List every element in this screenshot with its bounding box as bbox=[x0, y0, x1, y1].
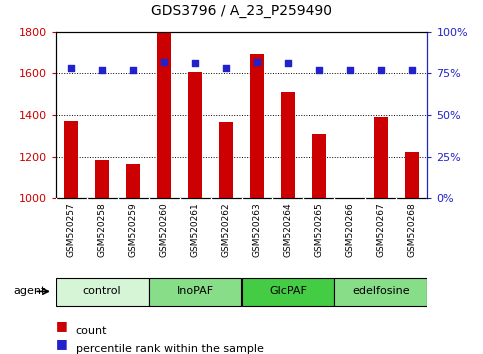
Bar bbox=[374, 117, 388, 198]
Text: GSM520258: GSM520258 bbox=[98, 202, 107, 257]
Text: GSM520261: GSM520261 bbox=[190, 202, 199, 257]
Point bbox=[129, 67, 137, 73]
Text: GSM520260: GSM520260 bbox=[159, 202, 169, 257]
Bar bbox=[334, 278, 427, 306]
Point bbox=[315, 67, 323, 73]
Point bbox=[67, 65, 75, 71]
Text: GSM520263: GSM520263 bbox=[253, 202, 261, 257]
Point bbox=[98, 67, 106, 73]
Text: GSM520262: GSM520262 bbox=[222, 202, 230, 257]
Text: ■: ■ bbox=[56, 319, 67, 332]
Bar bbox=[64, 121, 78, 198]
Text: GSM520264: GSM520264 bbox=[284, 202, 293, 257]
Text: edelfosine: edelfosine bbox=[352, 286, 410, 296]
Point bbox=[346, 67, 354, 73]
Text: GSM520259: GSM520259 bbox=[128, 202, 138, 257]
Bar bbox=[312, 134, 326, 198]
Bar bbox=[405, 153, 419, 198]
Text: GSM520257: GSM520257 bbox=[67, 202, 75, 257]
Text: agent: agent bbox=[14, 286, 46, 296]
Bar bbox=[149, 278, 242, 306]
Point bbox=[408, 67, 416, 73]
Text: GlcPAF: GlcPAF bbox=[269, 286, 307, 296]
Bar bbox=[126, 164, 140, 198]
Point bbox=[284, 61, 292, 66]
Text: GSM520267: GSM520267 bbox=[376, 202, 385, 257]
Text: control: control bbox=[83, 286, 121, 296]
Bar bbox=[56, 278, 149, 306]
Bar bbox=[242, 278, 334, 306]
Text: percentile rank within the sample: percentile rank within the sample bbox=[76, 344, 264, 354]
Text: InoPAF: InoPAF bbox=[176, 286, 213, 296]
Text: count: count bbox=[76, 326, 107, 336]
Point bbox=[222, 65, 230, 71]
Text: GSM520266: GSM520266 bbox=[345, 202, 355, 257]
Point bbox=[253, 59, 261, 65]
Bar bbox=[157, 32, 171, 198]
Bar bbox=[188, 73, 202, 198]
Text: GSM520268: GSM520268 bbox=[408, 202, 416, 257]
Bar bbox=[219, 122, 233, 198]
Bar bbox=[95, 160, 109, 198]
Point bbox=[160, 59, 168, 65]
Point bbox=[377, 67, 385, 73]
Bar bbox=[250, 54, 264, 198]
Text: GDS3796 / A_23_P259490: GDS3796 / A_23_P259490 bbox=[151, 4, 332, 18]
Bar bbox=[281, 92, 295, 198]
Text: ■: ■ bbox=[56, 337, 67, 350]
Point bbox=[191, 61, 199, 66]
Text: GSM520265: GSM520265 bbox=[314, 202, 324, 257]
